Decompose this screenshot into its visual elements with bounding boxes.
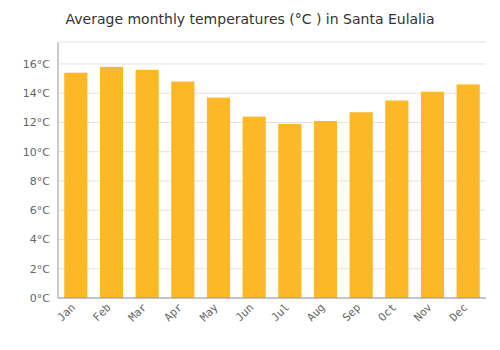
bar [421, 92, 444, 298]
grid-line [58, 298, 486, 299]
x-axis-line [58, 298, 486, 299]
grid [58, 64, 486, 298]
x-tick-label: Apr [162, 301, 186, 325]
y-tick-label: 2°C [30, 263, 50, 276]
y-tick-label: 8°C [30, 175, 50, 188]
bar [171, 81, 194, 298]
x-tick-label: Jun [233, 301, 256, 324]
chart-container: Average monthly temperatures (°C ) in Sa… [0, 0, 500, 350]
bar [136, 70, 159, 298]
bar [278, 124, 301, 298]
bar [457, 84, 480, 298]
x-axis: Jan Feb Mar Apr May Jun Jul Aug Sep Oct Nov Dec [55, 301, 471, 325]
y-tick-label: 6°C [30, 204, 50, 217]
bar [64, 73, 87, 298]
x-tick-label: Oct [376, 301, 399, 324]
bar [207, 98, 230, 298]
x-tick-label: Nov [411, 301, 435, 325]
x-tick-label: Feb [90, 301, 113, 324]
title: Average monthly temperatures (°C ) in Sa… [66, 11, 435, 27]
x-tick-label: Jan [55, 301, 78, 324]
x-tick-label: Mar [126, 301, 150, 325]
x-tick-label: Dec [447, 301, 470, 324]
x-tick-label: May [197, 301, 221, 325]
y-tick-label: 4°C [30, 233, 50, 246]
chart-svg: Average monthly temperatures (°C ) in Sa… [0, 0, 500, 350]
y-tick-label: 0°C [30, 292, 50, 305]
y-axis-line [58, 42, 59, 298]
grid-line [58, 63, 486, 64]
y-axis: 0°C 2°C 4°C 6°C 8°C 10°C 12°C 14°C 16°C [23, 58, 50, 305]
y-tick-label: 16°C [23, 58, 50, 71]
bar [243, 117, 266, 298]
bars [64, 67, 480, 298]
bar [350, 112, 373, 298]
y-tick-label: 10°C [23, 146, 50, 159]
bar [100, 67, 123, 298]
bar [314, 121, 337, 298]
x-tick-label: Jul [269, 301, 292, 324]
plot-top-line [58, 42, 486, 43]
y-tick-label: 14°C [23, 87, 50, 100]
bar [385, 101, 408, 298]
x-tick-label: Aug [304, 301, 327, 324]
y-tick-label: 12°C [23, 116, 50, 129]
x-tick-label: Sep [340, 301, 363, 324]
